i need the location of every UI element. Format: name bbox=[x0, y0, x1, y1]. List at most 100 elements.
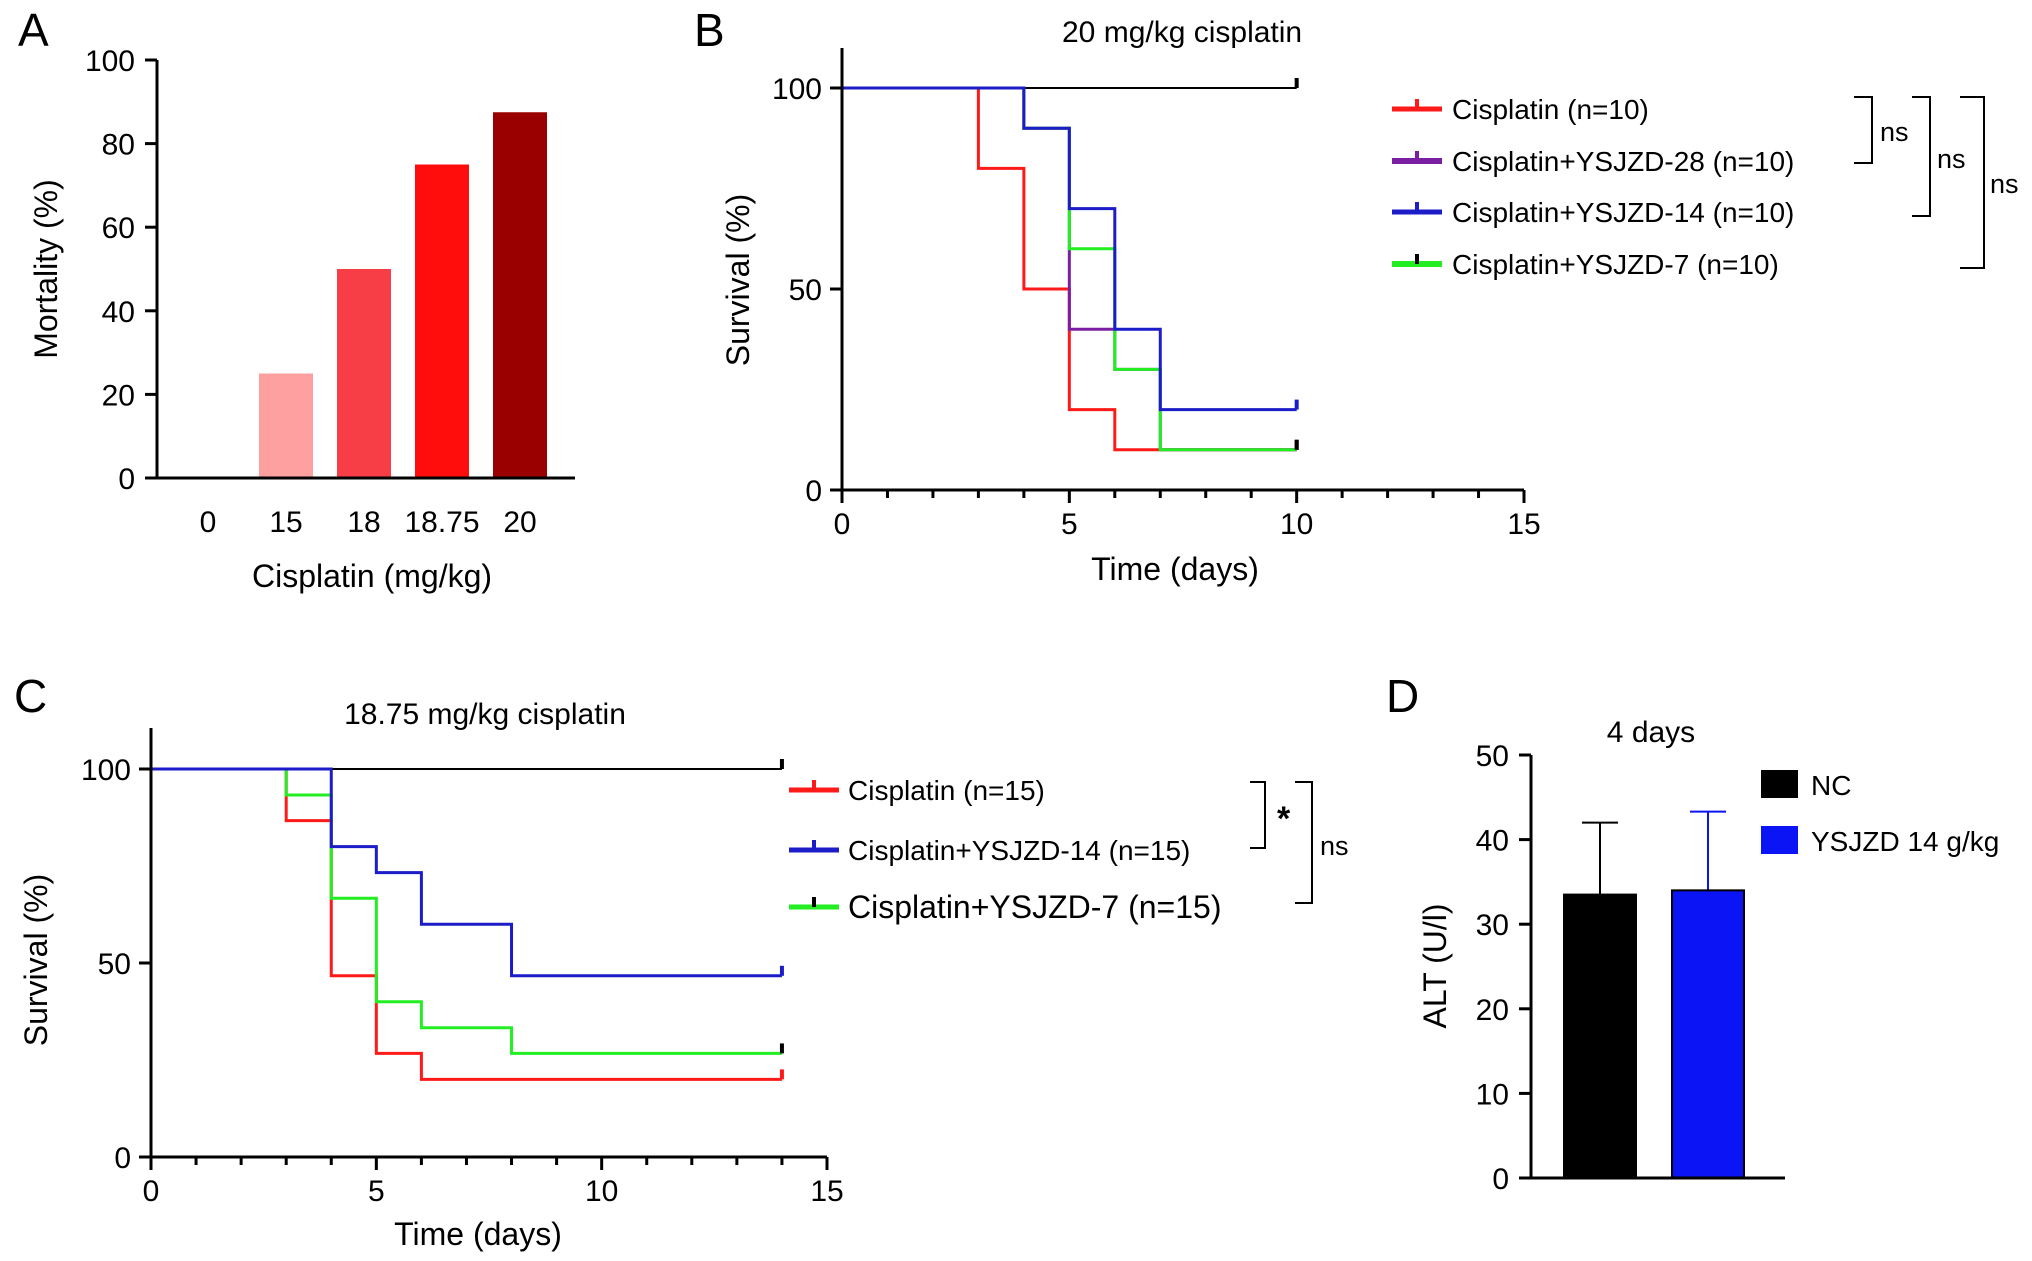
x-tick-label: 15 bbox=[269, 506, 302, 539]
y-tick-label: 50 bbox=[98, 948, 131, 981]
panel-a-y-label: Mortality (%) bbox=[28, 179, 64, 359]
y-tick-label: 40 bbox=[1476, 825, 1509, 858]
y-tick-label: 50 bbox=[789, 274, 822, 307]
y-tick-label: 100 bbox=[85, 45, 135, 78]
significance-label: ns bbox=[1937, 144, 1966, 174]
bar-18.75 bbox=[415, 164, 469, 478]
panel-d-title: 4 days bbox=[1607, 716, 1695, 749]
significance-bracket bbox=[1250, 781, 1266, 849]
legend-label: Cisplatin+YSJZD-7 (n=15) bbox=[848, 889, 1221, 925]
panel-a-bars bbox=[259, 112, 547, 478]
bar-nc bbox=[1563, 893, 1637, 1180]
y-tick-label: 0 bbox=[114, 1142, 131, 1175]
y-tick-label: 0 bbox=[805, 475, 822, 508]
panel-label-c: C bbox=[14, 670, 47, 722]
survival-curve-red bbox=[842, 86, 1297, 452]
panel-a-y-ticks: 0 20 40 60 80 100 bbox=[85, 45, 157, 496]
x-tick-label: 5 bbox=[1061, 508, 1078, 541]
legend-item-cisplatin-10: Cisplatin (n=10) bbox=[1392, 94, 1649, 125]
legend-label: Cisplatin (n=10) bbox=[1452, 94, 1649, 125]
panel-b-curves bbox=[842, 78, 1299, 452]
bar-15 bbox=[259, 373, 313, 478]
x-tick-label: 0 bbox=[834, 508, 851, 541]
y-tick-label: 20 bbox=[1476, 994, 1509, 1027]
bar-ysjzd bbox=[1671, 889, 1745, 1179]
panel-label-b: B bbox=[694, 4, 725, 56]
x-tick-label: 15 bbox=[1507, 508, 1540, 541]
legend-label: Cisplatin (n=15) bbox=[848, 775, 1045, 806]
legend-item-cisplatin-15: Cisplatin (n=15) bbox=[789, 775, 1045, 806]
panel-b: B 20 mg/kg cisplatin 0 50 100 0 5 10 15 Time … bbox=[694, 4, 2019, 587]
legend-swatch-ysjzd bbox=[1761, 826, 1798, 854]
legend-label: YSJZD 14 g/kg bbox=[1811, 826, 1999, 857]
significance-label: ns bbox=[1990, 169, 2019, 199]
x-tick-label: 5 bbox=[368, 1175, 385, 1208]
panel-a-x-ticks: 0 15 18 18.75 20 bbox=[200, 506, 537, 539]
legend-item-ysjzd-7: Cisplatin+YSJZD-7 (n=10) bbox=[1392, 249, 1779, 280]
legend-label: Cisplatin+YSJZD-14 (n=15) bbox=[848, 835, 1190, 866]
x-tick-label: 15 bbox=[810, 1175, 843, 1208]
panel-d-y-label: ALT (U/l) bbox=[1417, 903, 1453, 1028]
panel-b-y-label: Survival (%) bbox=[720, 194, 756, 366]
x-tick-label: 18.75 bbox=[404, 506, 479, 539]
significance-label: ns bbox=[1880, 117, 1909, 147]
panel-b-title: 20 mg/kg cisplatin bbox=[1062, 16, 1302, 49]
panel-c-curves bbox=[151, 759, 784, 1081]
panel-b-significance: ns ns ns bbox=[1854, 96, 2019, 269]
significance-bracket bbox=[1960, 96, 1985, 269]
panel-c-legend: Cisplatin (n=15) Cisplatin+YSJZD-14 (n=1… bbox=[789, 775, 1221, 925]
panel-d-legend: NC YSJZD 14 g/kg bbox=[1761, 770, 1999, 857]
y-tick-label: 10 bbox=[1476, 1078, 1509, 1111]
panel-c-y-ticks: 0 50 100 bbox=[81, 754, 151, 1175]
legend-label: Cisplatin+YSJZD-14 (n=10) bbox=[1452, 197, 1794, 228]
significance-label: * bbox=[1277, 800, 1291, 838]
panel-b-x-ticks: 0 5 10 15 bbox=[834, 490, 1541, 541]
panel-a: A 0 20 40 60 80 100 0 15 18 18.75 20 Cisplatin (m… bbox=[18, 4, 575, 594]
panel-a-x-label: Cisplatin (mg/kg) bbox=[252, 558, 492, 594]
y-tick-label: 30 bbox=[1476, 909, 1509, 942]
panel-c-x-ticks: 0 5 10 15 bbox=[143, 1157, 844, 1208]
panel-b-x-label: Time (days) bbox=[1091, 551, 1259, 587]
significance-bracket bbox=[1854, 96, 1873, 164]
legend-label: Cisplatin+YSJZD-7 (n=10) bbox=[1452, 249, 1779, 280]
x-tick-label: 20 bbox=[503, 506, 536, 539]
panel-d-y-ticks: 0 10 20 30 40 50 bbox=[1476, 740, 1531, 1196]
x-tick-label: 0 bbox=[200, 506, 217, 539]
y-tick-label: 0 bbox=[1492, 1163, 1509, 1196]
panel-b-legend: Cisplatin (n=10) Cisplatin+YSJZD-28 (n=1… bbox=[1392, 94, 1794, 280]
x-tick-label: 18 bbox=[347, 506, 380, 539]
y-tick-label: 100 bbox=[81, 754, 131, 787]
bar-20 bbox=[493, 112, 547, 478]
panel-c: C 18.75 mg/kg cisplatin 0 50 100 0 5 10 15 Ti… bbox=[14, 670, 1349, 1252]
y-tick-label: 60 bbox=[102, 212, 135, 245]
y-tick-label: 50 bbox=[1476, 740, 1509, 773]
panel-c-significance: * ns bbox=[1250, 781, 1349, 904]
panel-d-bars bbox=[1563, 810, 1745, 1180]
panel-c-x-label: Time (days) bbox=[394, 1216, 562, 1252]
legend-label: Cisplatin+YSJZD-28 (n=10) bbox=[1452, 146, 1794, 177]
x-tick-label: 10 bbox=[1280, 508, 1313, 541]
survival-curve-blue bbox=[151, 767, 782, 978]
x-tick-label: 0 bbox=[143, 1175, 160, 1208]
bar-18 bbox=[337, 269, 391, 478]
legend-swatch-nc bbox=[1761, 770, 1798, 798]
legend-item-ysjzd-14: Cisplatin+YSJZD-14 (n=10) bbox=[1392, 197, 1794, 228]
significance-bracket bbox=[1912, 96, 1931, 217]
y-tick-label: 40 bbox=[102, 296, 135, 329]
panel-b-y-ticks: 0 50 100 bbox=[772, 73, 842, 508]
panel-d: D 4 days 0 10 20 30 40 50 ALT (U/l) NC YSJZD … bbox=[1386, 670, 1999, 1196]
y-tick-label: 20 bbox=[102, 379, 135, 412]
y-tick-label: 100 bbox=[772, 73, 822, 106]
panel-c-title: 18.75 mg/kg cisplatin bbox=[344, 698, 626, 731]
panel-c-y-label: Survival (%) bbox=[18, 874, 54, 1046]
legend-item-ysjzd-7-15: Cisplatin+YSJZD-7 (n=15) bbox=[789, 889, 1221, 925]
y-tick-label: 80 bbox=[102, 129, 135, 162]
panel-label-a: A bbox=[18, 4, 49, 56]
legend-item-ysjzd-14-15: Cisplatin+YSJZD-14 (n=15) bbox=[789, 835, 1190, 866]
legend-label: NC bbox=[1811, 770, 1851, 801]
panel-label-d: D bbox=[1386, 670, 1419, 722]
survival-curve-green bbox=[151, 767, 782, 1055]
y-tick-label: 0 bbox=[118, 463, 135, 496]
x-tick-label: 10 bbox=[585, 1175, 618, 1208]
